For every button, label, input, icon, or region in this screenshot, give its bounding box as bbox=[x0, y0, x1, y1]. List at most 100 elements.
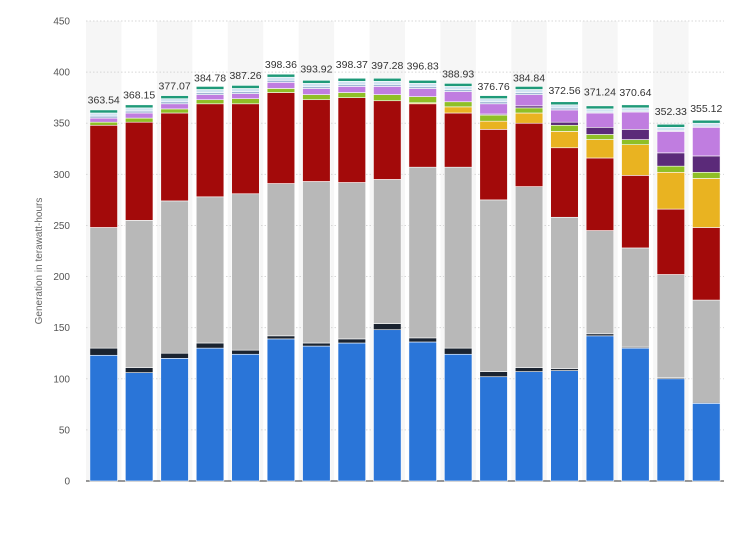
bar-segment bbox=[444, 347, 473, 355]
bar-segment bbox=[514, 94, 544, 107]
bar-segment bbox=[692, 403, 721, 482]
bar-segment bbox=[621, 111, 650, 130]
bar-segment bbox=[125, 372, 154, 482]
bar-segment bbox=[621, 247, 650, 348]
bar-segment bbox=[266, 82, 296, 89]
bar-segment bbox=[373, 323, 402, 331]
bar-segment bbox=[621, 107, 650, 112]
bar-segment bbox=[89, 117, 118, 123]
bar-segment bbox=[125, 121, 154, 221]
bar-segment bbox=[550, 107, 579, 111]
bar-segment bbox=[195, 94, 225, 101]
y-tick-label: 0 bbox=[64, 477, 70, 488]
bar-segment bbox=[266, 79, 296, 83]
bar-segment bbox=[479, 101, 508, 105]
bar-total-label: 388.93 bbox=[442, 68, 474, 80]
bar-total-label: 352.33 bbox=[655, 106, 687, 118]
bar-total-label: 398.36 bbox=[265, 59, 297, 71]
bar-total-label: 393.92 bbox=[300, 63, 332, 75]
bar-segment bbox=[479, 376, 508, 482]
bar-total-label: 377.07 bbox=[159, 81, 191, 93]
bar-segment bbox=[302, 345, 331, 482]
bar-segment bbox=[160, 200, 189, 354]
bar-segment bbox=[550, 370, 579, 482]
bar-segment bbox=[195, 89, 225, 93]
bar-segment bbox=[125, 112, 154, 119]
bar-segment bbox=[266, 335, 296, 340]
bar-segment bbox=[337, 182, 366, 340]
bar-segment bbox=[444, 89, 473, 92]
bar-segment bbox=[160, 98, 189, 103]
bar-segment bbox=[266, 73, 296, 78]
bar-segment bbox=[408, 341, 437, 482]
y-tick-label: 50 bbox=[59, 425, 71, 436]
bar-segment bbox=[656, 152, 685, 167]
y-tick-label: 350 bbox=[53, 119, 70, 130]
bar-total-label: 397.28 bbox=[371, 60, 403, 72]
bar-segment bbox=[160, 103, 189, 110]
bar-total-label: 384.84 bbox=[513, 73, 545, 85]
bar-segment bbox=[337, 84, 366, 87]
bar-segment bbox=[195, 196, 225, 344]
bar-segment bbox=[550, 101, 579, 106]
bar-segment bbox=[337, 81, 366, 85]
bar-segment bbox=[89, 227, 118, 349]
bar-segment bbox=[89, 109, 118, 114]
bar-segment bbox=[656, 274, 685, 379]
bar-segment bbox=[621, 104, 650, 109]
bar-segment bbox=[231, 91, 260, 94]
bar-segment bbox=[408, 83, 437, 87]
bar-segment bbox=[408, 166, 437, 339]
bar-total-label: 376.76 bbox=[478, 81, 510, 93]
bar-segment bbox=[444, 86, 473, 90]
bar-total-label: 370.64 bbox=[619, 87, 651, 99]
bar-segment bbox=[692, 155, 721, 173]
bar-segment bbox=[621, 144, 650, 176]
bar-segment bbox=[585, 134, 615, 140]
bar-segment bbox=[125, 104, 154, 109]
bar-segment bbox=[656, 127, 685, 131]
bar-segment bbox=[160, 101, 189, 105]
bar-segment bbox=[444, 91, 473, 103]
bar-segment bbox=[656, 165, 685, 173]
bar-segment bbox=[585, 108, 615, 113]
bar-segment bbox=[266, 92, 296, 184]
bar-segment bbox=[444, 83, 473, 87]
bar-segment bbox=[550, 131, 579, 149]
bar-segment bbox=[621, 139, 650, 145]
bar-segment bbox=[621, 129, 650, 140]
bar-segment bbox=[479, 98, 508, 103]
bar-segment bbox=[408, 337, 437, 343]
bar-segment bbox=[550, 121, 579, 126]
bar-segment bbox=[656, 208, 685, 275]
bar-segment bbox=[231, 103, 260, 195]
y-tick-label: 450 bbox=[53, 17, 70, 28]
bar-segment bbox=[514, 371, 544, 482]
bar-segment bbox=[302, 79, 331, 84]
bar-segment bbox=[373, 94, 402, 102]
bar-segment bbox=[160, 95, 189, 99]
bar-segment bbox=[337, 338, 366, 344]
bar-segment bbox=[195, 342, 225, 349]
bar-segment bbox=[656, 131, 685, 154]
bar-segment bbox=[160, 108, 189, 114]
bar-segment bbox=[89, 112, 118, 117]
bar-total-label: 384.78 bbox=[194, 73, 226, 85]
bar-total-label: 387.26 bbox=[229, 70, 261, 82]
bar-segment bbox=[479, 199, 508, 372]
bar-total-label: 368.15 bbox=[123, 90, 155, 102]
bar-segment bbox=[195, 86, 225, 90]
bar-segment bbox=[479, 103, 508, 115]
bar-segment bbox=[160, 112, 189, 202]
bar-segment bbox=[266, 76, 296, 81]
bar-segment bbox=[550, 216, 579, 369]
bar-segment bbox=[514, 107, 544, 114]
bar-segment bbox=[514, 367, 544, 372]
bar-segment bbox=[656, 123, 685, 128]
bar-segment bbox=[373, 179, 402, 324]
bar-segment bbox=[585, 157, 615, 231]
bar-segment bbox=[302, 99, 331, 182]
